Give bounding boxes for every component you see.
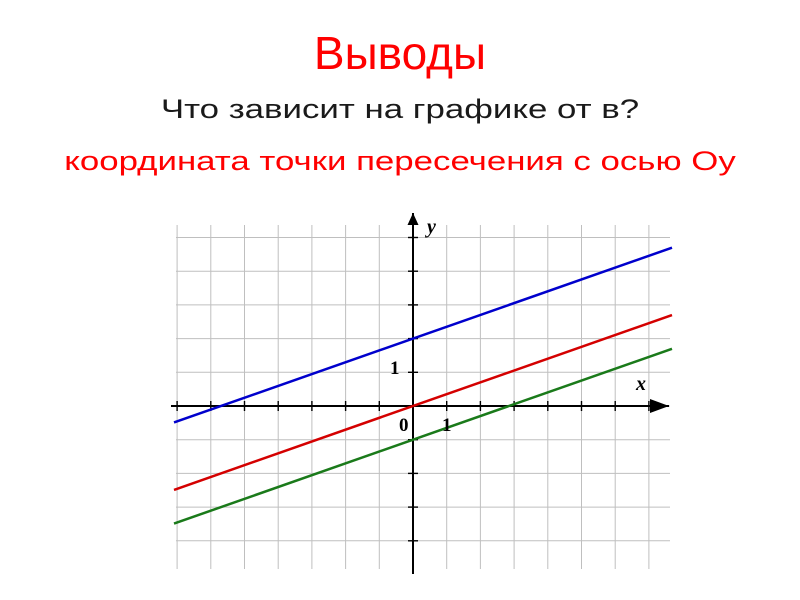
svg-text:1: 1	[442, 415, 452, 436]
svg-text:0: 0	[399, 415, 409, 436]
svg-text:1: 1	[390, 358, 400, 379]
svg-text:x: x	[635, 373, 646, 395]
svg-text:y: y	[425, 216, 436, 238]
